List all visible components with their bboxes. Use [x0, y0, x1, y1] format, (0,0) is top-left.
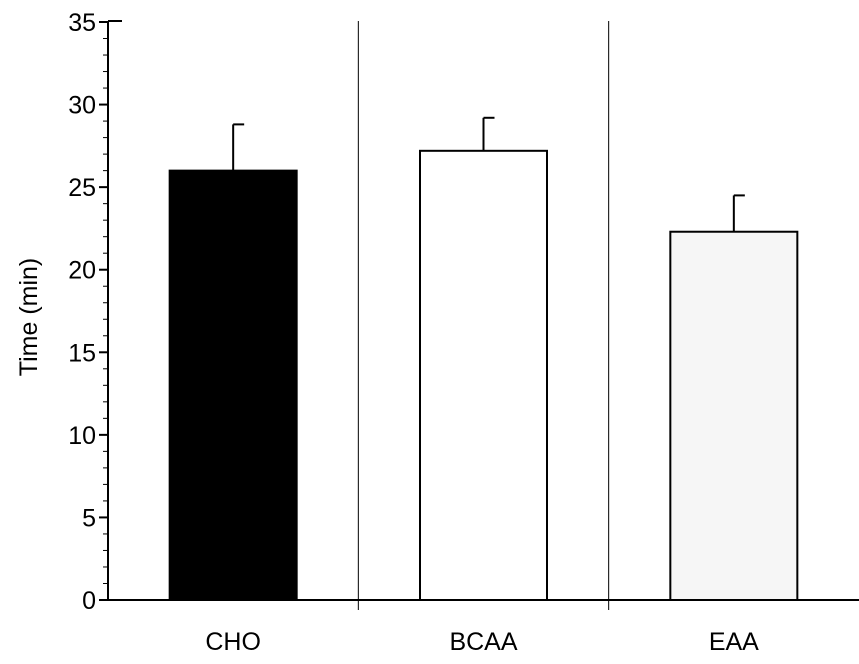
y-tick-label: 10 — [68, 422, 96, 450]
bars — [168, 149, 799, 602]
y-tick-label: 15 — [68, 339, 96, 367]
bar-bcaa — [419, 149, 548, 601]
error-bars — [232, 116, 745, 232]
x-tick-label: BCAA — [449, 628, 517, 656]
y-tick-label: 20 — [68, 257, 96, 285]
y-tick-label: 0 — [82, 587, 96, 615]
y-tick-label: 35 — [68, 9, 96, 37]
x-tick-label: EAA — [709, 628, 759, 656]
y-tick-label: 25 — [68, 174, 96, 202]
y-axis-title: Time (min) — [15, 258, 43, 377]
y-tick-label: 5 — [82, 504, 96, 532]
bar-cho — [168, 169, 298, 601]
y-tick-label: 30 — [68, 92, 96, 120]
x-tick-label: CHO — [205, 628, 261, 656]
y-axis-ticks: 0 5 10 15 20 25 30 35 — [68, 9, 108, 615]
bar-eaa — [669, 230, 799, 602]
x-axis-tick-labels: CHO BCAA EAA — [205, 628, 759, 656]
panel-separators — [108, 20, 610, 610]
